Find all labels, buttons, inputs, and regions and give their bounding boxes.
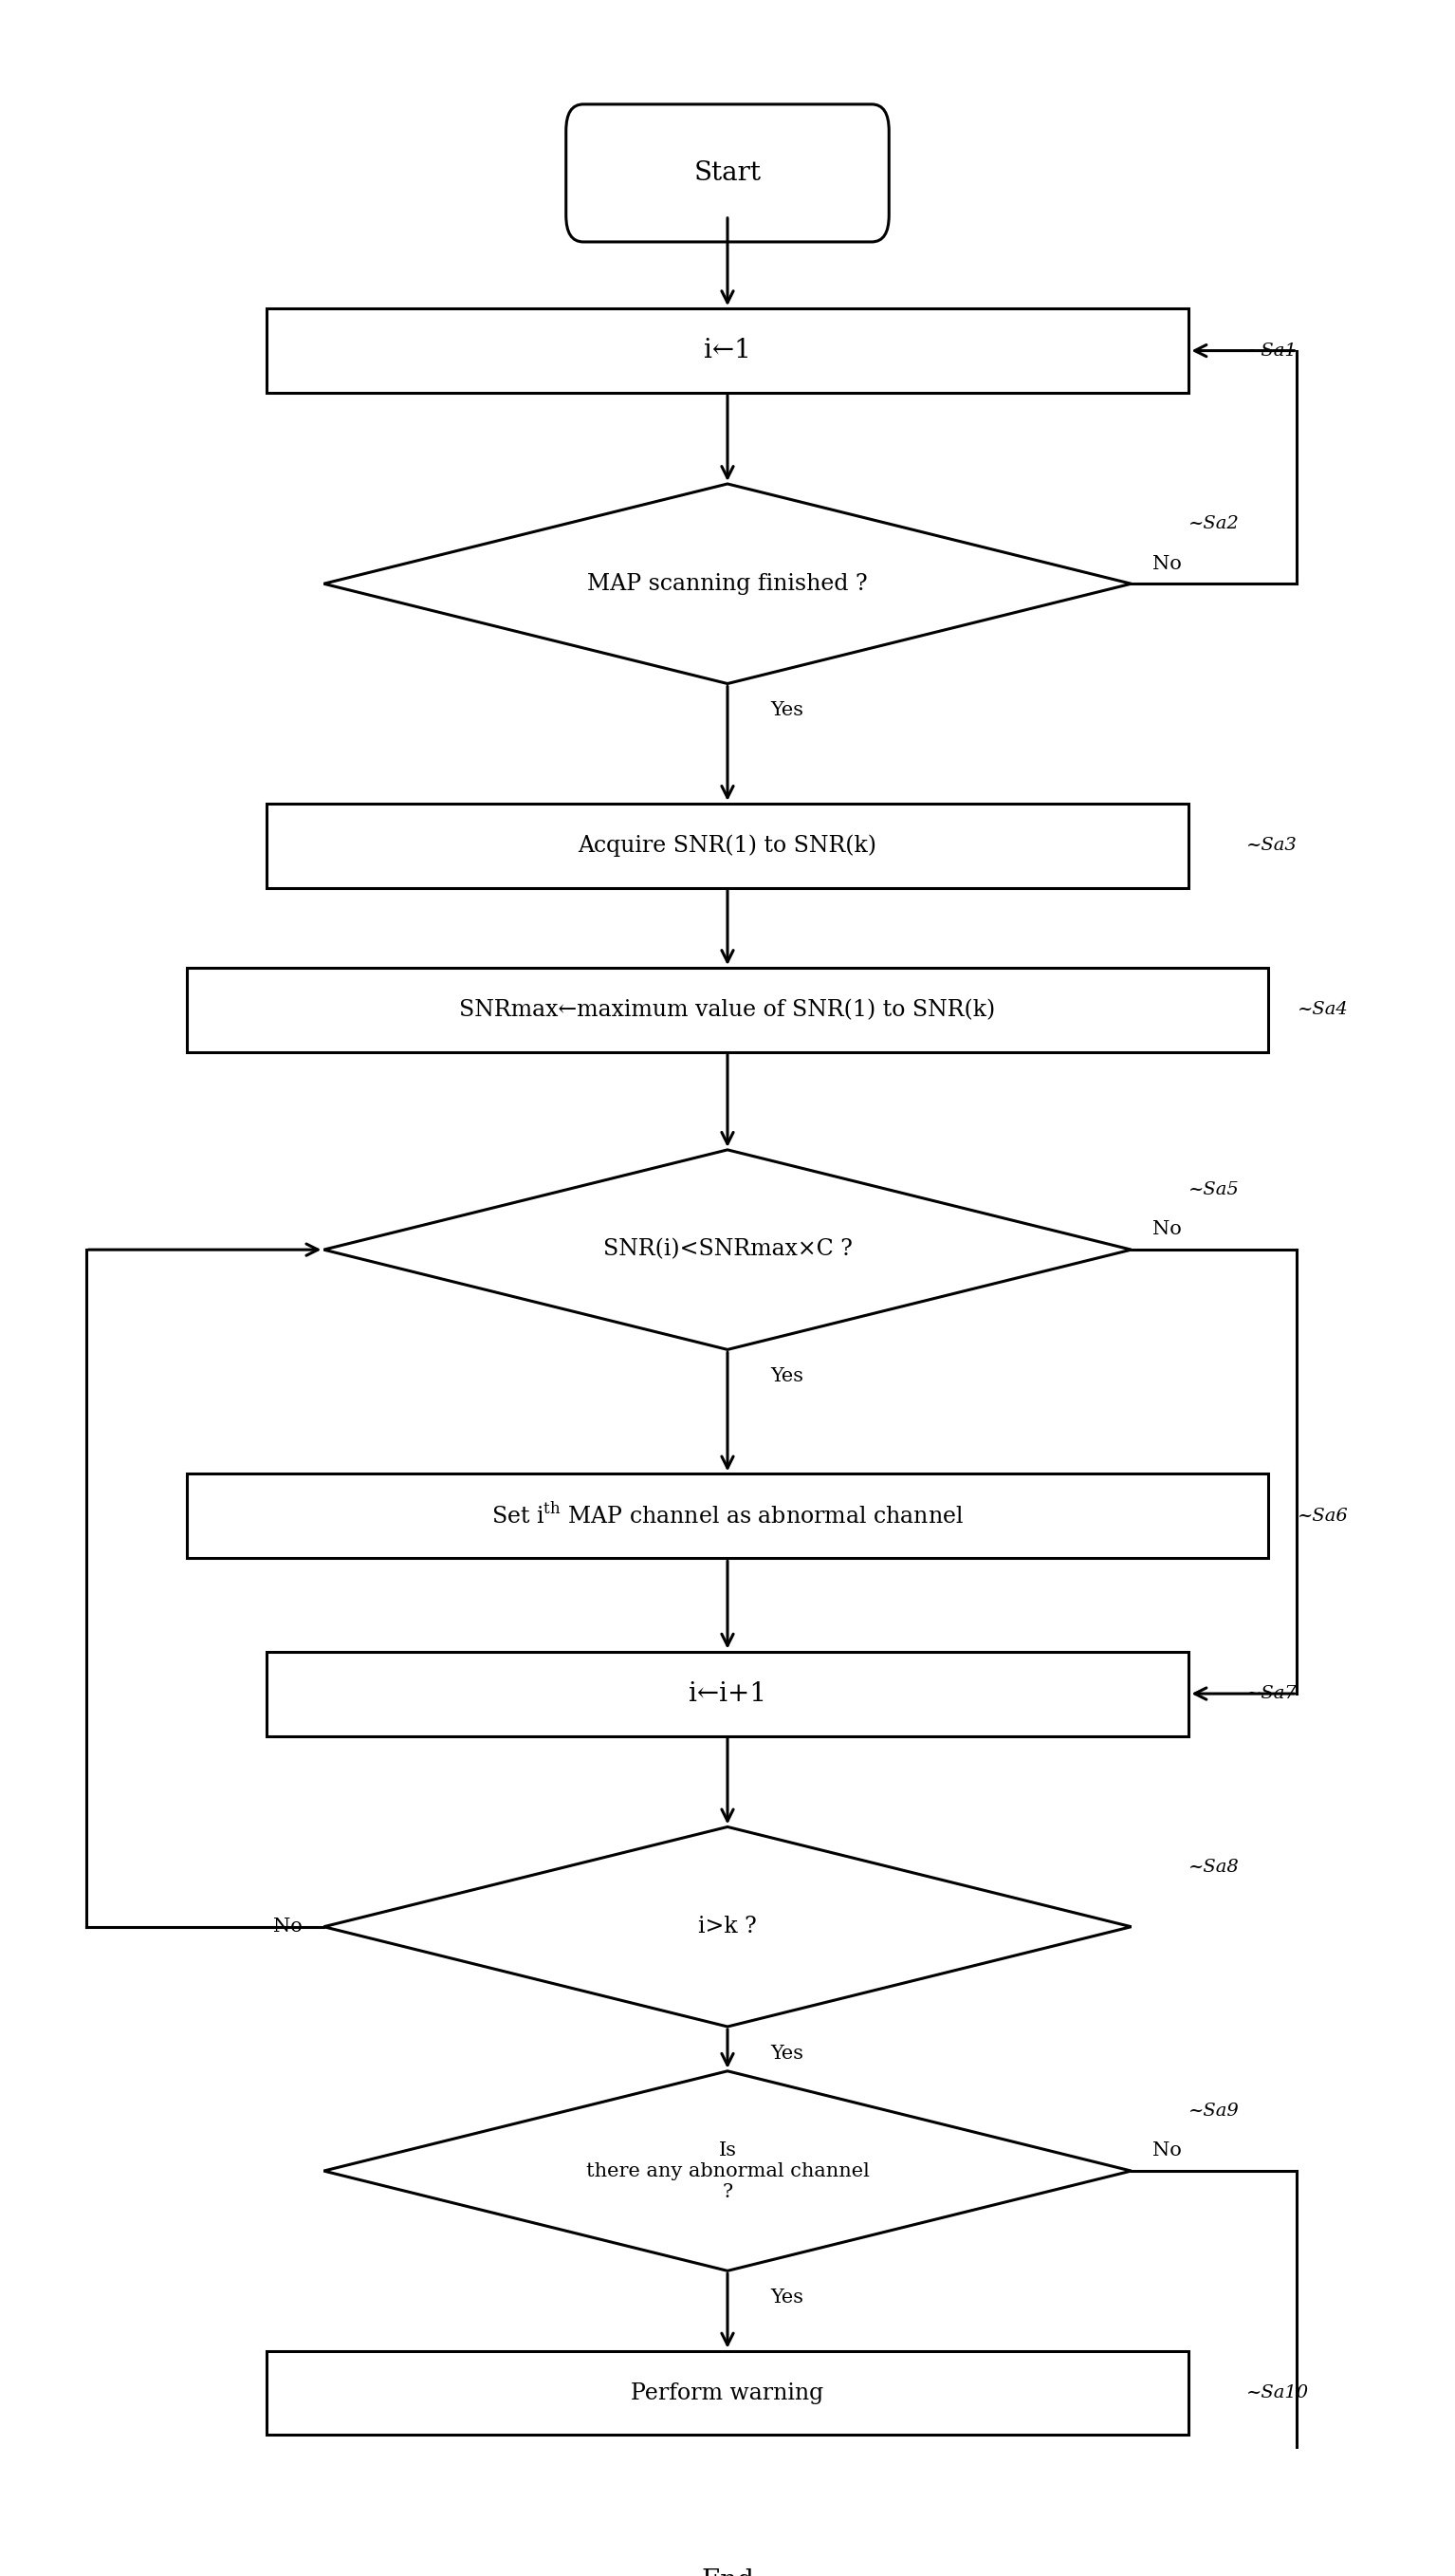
- Text: Is
there any abnormal channel
?: Is there any abnormal channel ?: [586, 2141, 869, 2200]
- Bar: [266, 1651, 1189, 1736]
- Polygon shape: [324, 1826, 1131, 2027]
- Text: ~Sa10: ~Sa10: [1247, 2385, 1310, 2401]
- Bar: [186, 1473, 1269, 1558]
- Text: ~Sa6: ~Sa6: [1296, 1507, 1347, 1525]
- Bar: [266, 804, 1189, 889]
- Text: ~Sa9: ~Sa9: [1189, 2102, 1240, 2120]
- Polygon shape: [324, 1149, 1131, 1350]
- Text: No: No: [1152, 1221, 1181, 1239]
- Text: ~Sa8: ~Sa8: [1189, 1857, 1240, 1875]
- Bar: [266, 2352, 1189, 2434]
- Text: ~Sa3: ~Sa3: [1247, 837, 1298, 855]
- Text: Acquire SNR(1) to SNR(k): Acquire SNR(1) to SNR(k): [578, 835, 877, 858]
- FancyBboxPatch shape: [566, 103, 889, 242]
- Text: Yes: Yes: [771, 1368, 805, 1386]
- Text: Set i$^{\mathregular{th}}$ MAP channel as abnormal channel: Set i$^{\mathregular{th}}$ MAP channel a…: [492, 1504, 963, 1530]
- Text: No: No: [274, 1917, 303, 1935]
- Bar: [186, 969, 1269, 1051]
- Text: SNRmax←maximum value of SNR(1) to SNR(k): SNRmax←maximum value of SNR(1) to SNR(k): [460, 999, 995, 1020]
- Bar: [266, 309, 1189, 394]
- Text: No: No: [1152, 2141, 1181, 2159]
- Text: End: End: [701, 2568, 754, 2576]
- Text: ~Sa1: ~Sa1: [1247, 343, 1298, 358]
- Text: Yes: Yes: [771, 2045, 805, 2063]
- FancyBboxPatch shape: [566, 2512, 889, 2576]
- Text: No: No: [1152, 554, 1181, 572]
- Text: i←1: i←1: [704, 337, 751, 363]
- Text: i←i+1: i←i+1: [688, 1682, 767, 1705]
- Polygon shape: [324, 484, 1131, 683]
- Text: Yes: Yes: [771, 2287, 805, 2306]
- Text: i>k ?: i>k ?: [698, 1917, 757, 1937]
- Text: MAP scanning finished ?: MAP scanning finished ?: [588, 572, 867, 595]
- Text: Start: Start: [694, 160, 761, 185]
- Text: ~Sa5: ~Sa5: [1189, 1182, 1240, 1198]
- Text: ~Sa7: ~Sa7: [1247, 1685, 1298, 1703]
- Text: Yes: Yes: [771, 701, 805, 719]
- Text: SNR(i)<SNRmax×C ?: SNR(i)<SNRmax×C ?: [602, 1239, 853, 1260]
- Text: Perform warning: Perform warning: [631, 2383, 824, 2403]
- Polygon shape: [324, 2071, 1131, 2272]
- Text: ~Sa4: ~Sa4: [1296, 1002, 1347, 1018]
- Text: ~Sa2: ~Sa2: [1189, 515, 1240, 533]
